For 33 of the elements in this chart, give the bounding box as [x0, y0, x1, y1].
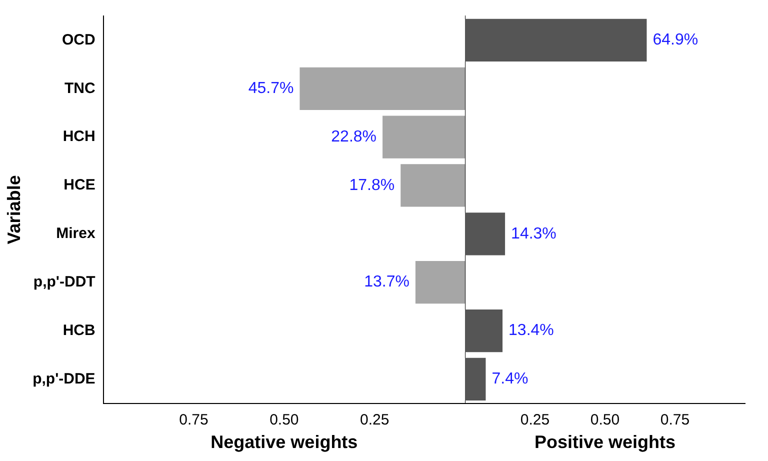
- y-tick-label: p,p'-DDT: [33, 273, 96, 290]
- data-label: 7.4%: [492, 370, 528, 388]
- data-label: 22.8%: [331, 128, 377, 146]
- x-tick-label: 0.50: [590, 412, 620, 429]
- x-tick-label: 0.75: [179, 412, 208, 429]
- y-tick-label: TNC: [64, 80, 96, 97]
- bar: [465, 358, 486, 400]
- y-tick-label: p,p'-DDE: [32, 370, 96, 388]
- bar: [300, 67, 465, 110]
- bar: [400, 164, 465, 207]
- y-tick-label: OCD: [62, 31, 96, 48]
- bar: [382, 116, 465, 158]
- bar: [465, 18, 647, 62]
- data-label: 13.4%: [508, 322, 554, 340]
- x-tick-label: 0.50: [270, 412, 299, 429]
- y-tick-label: Mirex: [56, 225, 96, 242]
- data-label: 64.9%: [652, 32, 698, 49]
- x-tick-label: 0.25: [360, 412, 390, 429]
- data-label: 45.7%: [248, 80, 294, 98]
- y-tick-label: HCE: [64, 176, 96, 194]
- bar: [415, 261, 465, 304]
- x-tick-label: 0.25: [520, 412, 550, 429]
- x-axis-title: Negative weights: [210, 432, 358, 452]
- data-label: 13.7%: [364, 274, 410, 291]
- y-tick-label: HCB: [62, 322, 96, 339]
- data-label: 14.3%: [511, 225, 556, 242]
- x-tick-label: 0.75: [660, 412, 690, 429]
- data-label: 17.8%: [349, 176, 395, 194]
- y-axis-title: Variable: [4, 175, 24, 244]
- bar: [465, 212, 506, 256]
- bar: [465, 309, 503, 352]
- x-axis-title: Positive weights: [534, 432, 676, 452]
- y-tick-label: HCH: [62, 128, 96, 146]
